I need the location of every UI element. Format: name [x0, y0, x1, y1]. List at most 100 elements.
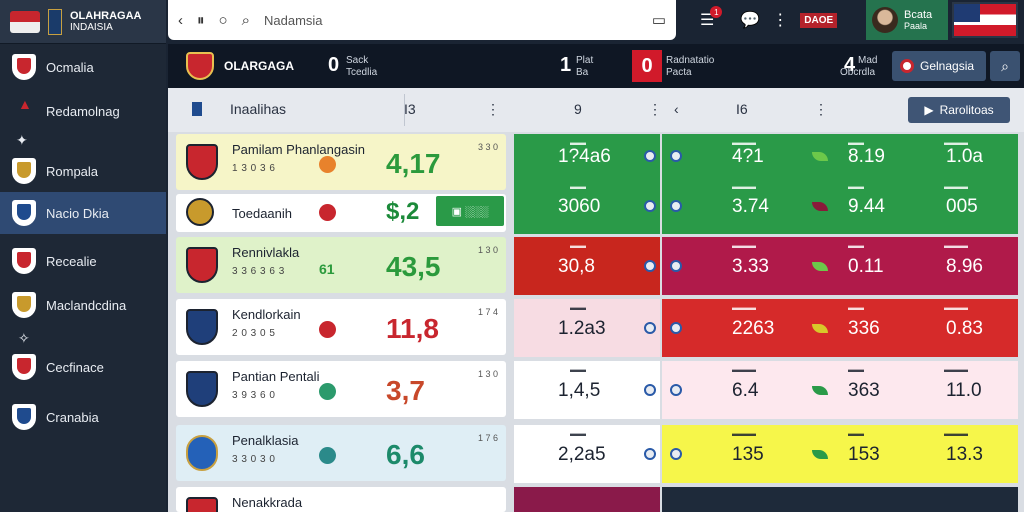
match-card[interactable]: Pamilam Phanlangasin 1 3 0 3 6 4,17 3 3 0	[176, 134, 506, 190]
odds-cell-home[interactable]: ▬▬ 3060	[514, 178, 660, 234]
odds-value-under: 8.96	[946, 256, 983, 277]
leaf-icon	[812, 262, 828, 271]
odds-cell-home[interactable]: ▬▬ 1,4,5	[514, 361, 660, 419]
score-left: 0	[328, 54, 340, 76]
score-right-label-2: Pacta	[666, 67, 692, 78]
card-odds-value[interactable]: 4,17	[386, 148, 441, 179]
sidebar-item-6[interactable]: Cecfinace	[0, 346, 166, 388]
odds-value-draw: 3.74	[732, 196, 769, 217]
odds-cell-away[interactable]: ▬▬▬ 3.33 ▬▬ 0.11 ▬▬▬ 8.96	[662, 237, 1018, 295]
odds-caption-icon: ▬▬	[848, 182, 864, 191]
cone-icon: ▲	[18, 96, 32, 112]
leaf-icon	[812, 450, 828, 459]
back-arrow-icon[interactable]: ‹	[178, 11, 183, 29]
odds-caption-icon: ▬▬▬	[944, 182, 968, 191]
more-icon[interactable]: ⋮	[772, 12, 789, 29]
card-corner-stat: 3 3 0	[477, 142, 498, 152]
sidebar-item-2[interactable]: Rompala	[0, 150, 166, 192]
leaf-icon	[812, 152, 828, 161]
sidebar-item-0[interactable]: Ocmalia	[0, 46, 166, 88]
score-left-label-2: Tcedlia	[346, 67, 378, 78]
user-profile[interactable]: Bcata Paala	[866, 0, 948, 40]
score-mid: 1	[560, 54, 572, 76]
card-odds-value[interactable]: $,2	[386, 198, 420, 225]
odds-cell-away[interactable]: ▬▬▬ 2263 ▬▬ 336 ▬▬▬ 0.83	[662, 299, 1018, 357]
odds-cell-away[interactable]	[662, 487, 1018, 512]
team-crest-icon	[186, 144, 218, 180]
odds-cell-home[interactable]: ▬▬ 30,8	[514, 237, 660, 295]
status-icon[interactable]	[319, 383, 336, 400]
pause-icon[interactable]: ⏸	[197, 11, 205, 29]
team-shield-icon	[12, 200, 36, 226]
column-menu-icon[interactable]: ⋮	[814, 101, 828, 117]
column-header-c[interactable]: I6	[736, 101, 748, 117]
status-icon[interactable]	[319, 321, 336, 338]
odds-cell-home[interactable]: ▬▬ 2,2a5	[514, 425, 660, 483]
team-ball-icon	[670, 200, 682, 212]
flag-icon[interactable]	[952, 2, 1018, 38]
team-shield-icon	[12, 292, 36, 318]
status-icon[interactable]	[319, 156, 336, 173]
odds-caption-icon: ▬▬	[570, 429, 586, 438]
column-menu-icon[interactable]: ⋮	[486, 101, 500, 117]
search-bar[interactable]: ‹ ⏸ ○ ⌕ Nadamsia ▭	[168, 0, 676, 40]
match-card[interactable]: Rennivlakla 3 3 6 3 6 3 61 43,5 1 3 0	[176, 237, 506, 293]
card-odds-value[interactable]: 43,5	[386, 251, 441, 282]
column-header-a[interactable]: I3	[404, 101, 416, 117]
odds-cell-away[interactable]: ▬▬▬ 6.4 ▬▬ 363 ▬▬▬ 11.0	[662, 361, 1018, 419]
sidebar-item-5[interactable]: Maclandcdina	[0, 284, 166, 326]
match-search-button[interactable]: ⌕	[990, 51, 1020, 81]
column-menu-icon[interactable]: ⋮	[648, 101, 662, 117]
record-icon[interactable]: ○	[218, 11, 228, 29]
odds-value-under: 13.3	[946, 444, 983, 465]
menu-icon[interactable]: ☰ 1	[700, 6, 723, 30]
odds-caption-icon: ▬▬▬	[944, 365, 968, 374]
avatar	[872, 7, 898, 33]
match-card[interactable]: Penalklasia 3 3 0 3 0 6,6 1 7 6	[176, 425, 506, 481]
odds-caption-icon: ▬▬	[570, 303, 586, 312]
match-card[interactable]: Toedaanih $,2 ▣ ░░░	[176, 194, 506, 232]
search-input[interactable]: Nadamsia	[263, 12, 323, 28]
odds-caption-icon: ▬▬▬	[944, 241, 968, 250]
sidebar-item-7[interactable]: Cranabia	[0, 396, 166, 438]
team-shield-icon	[12, 158, 36, 184]
match-card[interactable]: Nenakkrada	[176, 487, 506, 512]
match-action-button[interactable]: Gelnagsia	[892, 51, 986, 81]
odds-caption-icon: ▬▬▬	[732, 182, 756, 191]
match-card[interactable]: Kendlorkain 2 0 3 0 5 11,8 1 7 4	[176, 299, 506, 355]
card-odds-value[interactable]: 11,8	[386, 313, 439, 344]
odds-caption-icon: ▬▬	[848, 241, 864, 250]
odds-cell-home[interactable]	[514, 487, 660, 512]
card-odds-value[interactable]: 6,6	[386, 439, 425, 470]
team-subtext: 3 3 0 3 0	[232, 454, 276, 465]
odds-cell-away[interactable]: ▬▬▬ 3.74 ▬▬ 9.44 ▬▬▬ 005	[662, 178, 1018, 234]
brand-header[interactable]: OLAHRAGAA INDAISIA	[0, 0, 166, 44]
odds-cell-away[interactable]: ▬▬▬ 135 ▬▬ 153 ▬▬▬ 13.3	[662, 425, 1018, 483]
odds-cell-home[interactable]: ▬▬ 1?4a6	[514, 134, 660, 178]
chevron-left-icon[interactable]: ‹	[674, 101, 679, 117]
spark-icon: ✦	[16, 132, 28, 148]
sidebar-item-3[interactable]: Nacio Dkia	[0, 192, 166, 234]
column-header-b[interactable]: 9	[574, 101, 582, 117]
header-action-button[interactable]: ▶ Rarolitoas	[908, 97, 1010, 123]
sidebar-item-label: Ocmalia	[46, 59, 94, 75]
odds-cell-away[interactable]: ▬▬▬ 4?1 ▬▬ 8.19 ▬▬▬ 1.0a	[662, 134, 1018, 178]
sidebar-item-4[interactable]: Recealie	[0, 240, 166, 282]
odds-value-home: 1,4,5	[558, 380, 601, 401]
card-bet-button[interactable]: ▣ ░░░	[436, 196, 504, 226]
card-odds-value[interactable]: 3,7	[386, 375, 425, 406]
status-icon[interactable]	[319, 447, 336, 464]
card-corner-stat: 1 7 4	[477, 307, 498, 317]
team-ball-icon	[644, 260, 656, 272]
odds-value-home: 3060	[558, 196, 601, 217]
status-icon[interactable]	[319, 204, 336, 221]
odds-cell-home[interactable]: ▬▬ 1.2a3	[514, 299, 660, 357]
sidebar-item-1[interactable]: ▲ Redamolnag	[0, 90, 166, 132]
team-ball-icon	[670, 448, 682, 460]
team-crest-icon	[186, 309, 218, 345]
cast-icon[interactable]: ▭	[651, 12, 666, 29]
chat-icon[interactable]: 💬	[740, 12, 761, 29]
odds-value-under: 0.83	[946, 318, 983, 339]
team-shield-icon	[12, 354, 36, 380]
match-card[interactable]: Pantian Pentali 3 9 3 6 0 3,7 1 3 0	[176, 361, 506, 417]
